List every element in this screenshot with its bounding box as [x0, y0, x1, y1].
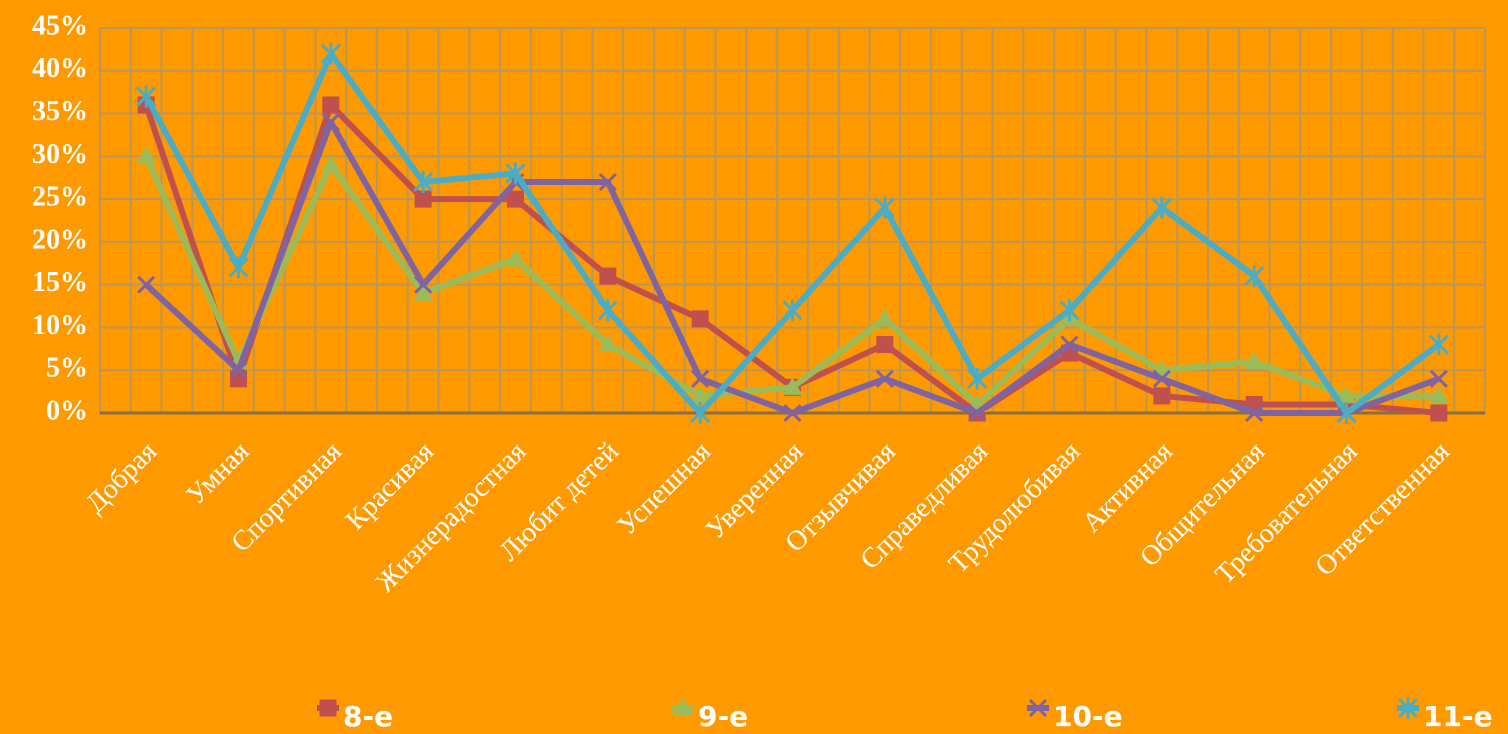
marker: [1430, 404, 1448, 422]
marker: [782, 299, 803, 322]
y-tick-label: 40%: [32, 53, 88, 84]
marker: [507, 190, 524, 208]
y-tick-label: 30%: [32, 139, 88, 170]
y-tick-label: 25%: [32, 182, 88, 213]
y-tick-label: 45%: [32, 10, 88, 41]
marker: [1151, 196, 1172, 219]
marker: [1397, 697, 1419, 719]
marker: [968, 403, 987, 423]
marker: [597, 299, 618, 322]
marker: [136, 85, 157, 108]
legend-label: 10-е: [1053, 700, 1123, 733]
marker: [321, 113, 340, 132]
marker: [1153, 387, 1171, 405]
y-tick-label: 35%: [32, 96, 88, 127]
marker: [876, 336, 894, 354]
y-tick-label: 15%: [32, 267, 88, 298]
y-tick-label: 5%: [46, 353, 88, 384]
marker: [320, 154, 341, 173]
legend-entry: 10-е: [1027, 698, 1123, 733]
marker: [874, 308, 895, 327]
marker: [228, 256, 249, 279]
marker: [874, 196, 895, 219]
marker: [875, 369, 894, 388]
marker: [597, 334, 618, 353]
marker: [322, 96, 340, 114]
marker: [691, 369, 710, 388]
marker: [1028, 698, 1048, 718]
marker: [1244, 265, 1265, 288]
y-tick-label: 10%: [32, 310, 88, 341]
legend-label: 9-е: [698, 700, 748, 733]
marker: [599, 267, 617, 285]
marker: [1060, 335, 1079, 354]
y-tick-label: 20%: [32, 224, 88, 255]
marker: [137, 275, 156, 294]
legend-entry: 8-е: [317, 699, 393, 733]
marker: [673, 697, 693, 716]
series-line: [143, 155, 1439, 408]
marker: [414, 275, 433, 294]
legend-entry: 11-е: [1397, 697, 1493, 733]
marker: [782, 377, 803, 395]
marker: [1059, 299, 1080, 322]
marker: [1429, 369, 1448, 388]
marker: [1428, 385, 1449, 404]
marker: [505, 162, 526, 185]
marker: [1245, 403, 1264, 423]
series-line: [143, 102, 1440, 416]
marker: [413, 171, 434, 193]
legend-label: 8-е: [343, 700, 393, 733]
series-line: [143, 50, 1441, 416]
marker: [690, 402, 711, 424]
marker: [967, 367, 988, 390]
marker: [783, 403, 802, 423]
x-tick-label: Умная: [180, 436, 255, 511]
marker: [1244, 351, 1265, 370]
marker: [1336, 402, 1357, 424]
marker: [598, 172, 617, 192]
marker: [413, 283, 434, 301]
legend-entry: 9-е: [672, 697, 748, 733]
marker: [1428, 333, 1449, 356]
x-tick-label: Добрая: [80, 436, 163, 519]
legend-label: 11-е: [1423, 700, 1493, 733]
y-tick-label: 0%: [46, 395, 88, 426]
marker: [505, 248, 526, 267]
marker: [319, 699, 337, 717]
marker: [229, 361, 248, 380]
marker: [414, 190, 432, 208]
marker: [320, 42, 341, 65]
marker: [136, 146, 157, 164]
marker: [1152, 369, 1171, 388]
marker: [691, 310, 709, 328]
